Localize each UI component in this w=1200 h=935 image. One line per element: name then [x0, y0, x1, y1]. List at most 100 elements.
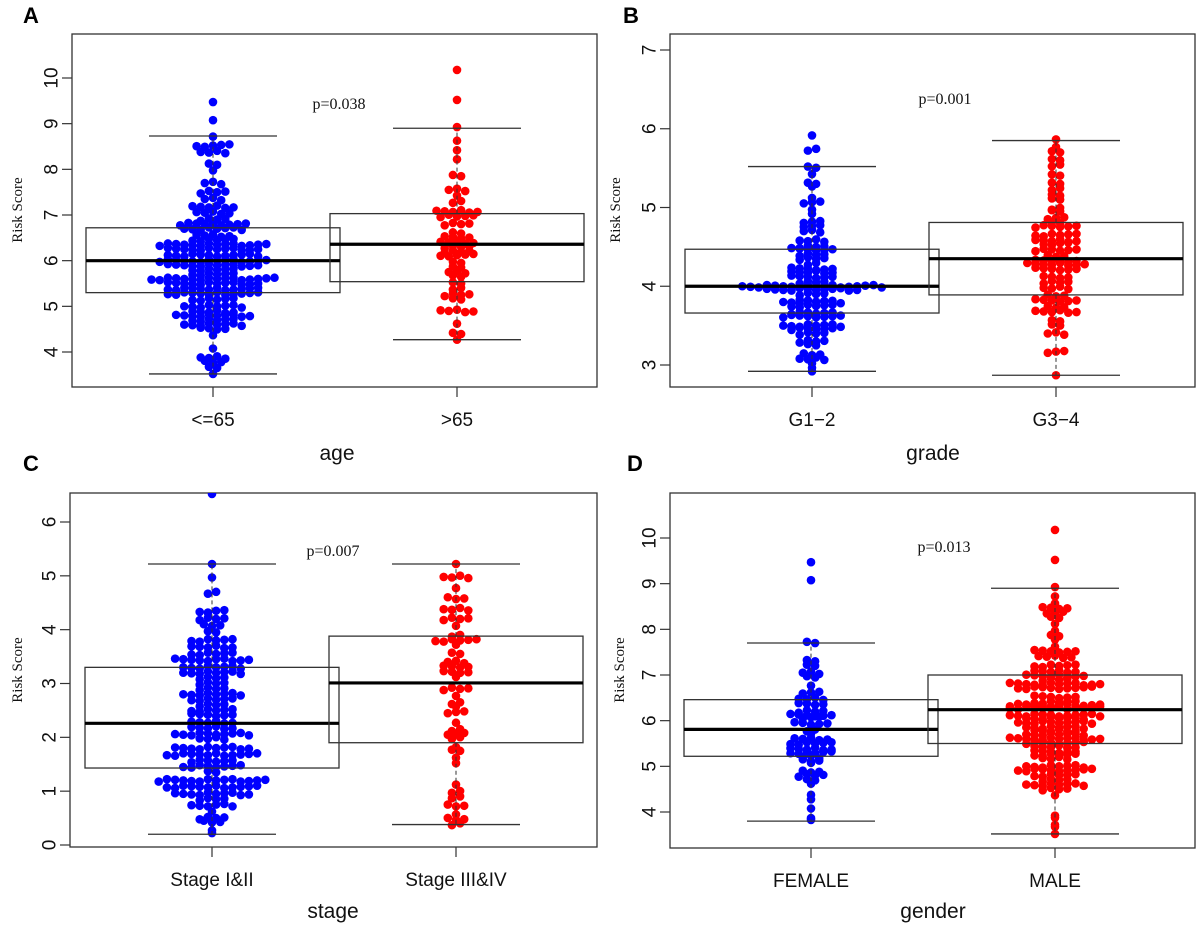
- data-point: [806, 575, 816, 585]
- data-point: [171, 310, 181, 320]
- data-point: [211, 654, 221, 664]
- data-point: [1055, 183, 1065, 193]
- box-iqr: [684, 248, 940, 314]
- data-point: [204, 300, 214, 310]
- data-point: [448, 328, 458, 338]
- data-point: [455, 649, 465, 659]
- data-point: [1043, 348, 1053, 358]
- data-point: [1047, 221, 1057, 231]
- data-point: [787, 310, 796, 320]
- data-point: [1055, 321, 1065, 330]
- data-point: [211, 732, 221, 742]
- data-point: [155, 241, 164, 251]
- data-point: [1095, 712, 1105, 721]
- data-point: [212, 146, 222, 156]
- data-point: [443, 813, 453, 823]
- data-point: [1031, 263, 1040, 273]
- boxes-b: [684, 139, 1184, 376]
- panel-c: C 0 1 2 3 4 5 6 Stage I&II Stage III&IV p=0.007…: [10, 451, 598, 923]
- data-point: [171, 260, 181, 269]
- data-point: [179, 789, 188, 799]
- data-point: [836, 322, 845, 332]
- data-point: [196, 250, 205, 259]
- data-point: [456, 283, 466, 293]
- data-point: [170, 729, 180, 739]
- data-point: [203, 734, 213, 744]
- y-tick-label: 6: [640, 123, 661, 134]
- x-axis-title-c: stage: [307, 900, 358, 923]
- category-label: Stage I&II: [170, 870, 253, 891]
- data-point: [220, 711, 229, 720]
- data-point: [237, 312, 246, 321]
- data-point: [170, 751, 180, 761]
- x-axis-b: G1−2 G3−4: [788, 387, 1080, 431]
- data-point: [1064, 222, 1073, 231]
- data-point: [1022, 684, 1031, 694]
- data-point: [815, 228, 825, 237]
- data-point: [203, 613, 213, 622]
- y-tick-label: 2: [40, 732, 61, 743]
- y-tick-label: 8: [42, 164, 63, 175]
- y-axis-title-c: Risk Score: [10, 637, 26, 703]
- data-point: [187, 731, 196, 740]
- data-point: [787, 286, 796, 295]
- data-point: [819, 738, 828, 748]
- data-point: [811, 341, 821, 350]
- data-point: [216, 179, 226, 189]
- data-point: [1055, 222, 1065, 232]
- data-point: [1030, 771, 1039, 781]
- data-point: [196, 296, 205, 305]
- data-point: [820, 336, 829, 346]
- data-point: [180, 224, 189, 233]
- data-point: [1055, 238, 1065, 248]
- data-point: [221, 148, 230, 158]
- data-point: [436, 212, 445, 222]
- data-point: [211, 781, 221, 790]
- data-point: [1039, 271, 1048, 281]
- data-point: [459, 801, 469, 811]
- data-point: [1042, 652, 1052, 662]
- data-point: [211, 749, 221, 758]
- data-point: [203, 634, 213, 644]
- data-point: [1095, 734, 1105, 744]
- data-point: [1055, 258, 1065, 268]
- data-point: [819, 770, 828, 780]
- data-point: [802, 660, 812, 669]
- data-point: [1030, 764, 1039, 774]
- data-point: [229, 300, 238, 310]
- data-point: [440, 221, 450, 230]
- data-point: [237, 289, 246, 298]
- data-point: [1058, 653, 1068, 663]
- category-label: >65: [441, 410, 473, 431]
- data-point: [1071, 683, 1080, 693]
- data-point: [1038, 602, 1047, 612]
- data-point: [211, 641, 221, 650]
- data-point: [163, 278, 173, 287]
- data-point: [1055, 282, 1065, 291]
- data-point: [237, 225, 246, 235]
- data-point: [228, 694, 237, 703]
- data-point: [820, 289, 829, 298]
- data-point: [779, 321, 788, 330]
- data-point: [1046, 754, 1056, 764]
- data-point: [436, 251, 445, 261]
- data-point: [456, 219, 466, 229]
- data-point: [236, 656, 245, 665]
- data-point: [1050, 525, 1060, 535]
- data-point: [803, 328, 813, 337]
- data-point: [1050, 813, 1060, 822]
- x-axis-title-a: age: [319, 442, 354, 465]
- data-point: [1047, 162, 1057, 171]
- data-point: [1067, 653, 1076, 662]
- data-point: [187, 669, 196, 678]
- y-axis-d: 4 5 6 7 8 9 10: [640, 527, 670, 817]
- panel-letter-b: B: [623, 3, 639, 28]
- data-point: [1071, 769, 1080, 779]
- data-point: [253, 260, 263, 270]
- data-point: [1038, 765, 1047, 774]
- data-point: [455, 614, 465, 624]
- data-point: [1054, 684, 1064, 694]
- data-point: [451, 707, 461, 717]
- y-tick-label: 5: [640, 202, 661, 213]
